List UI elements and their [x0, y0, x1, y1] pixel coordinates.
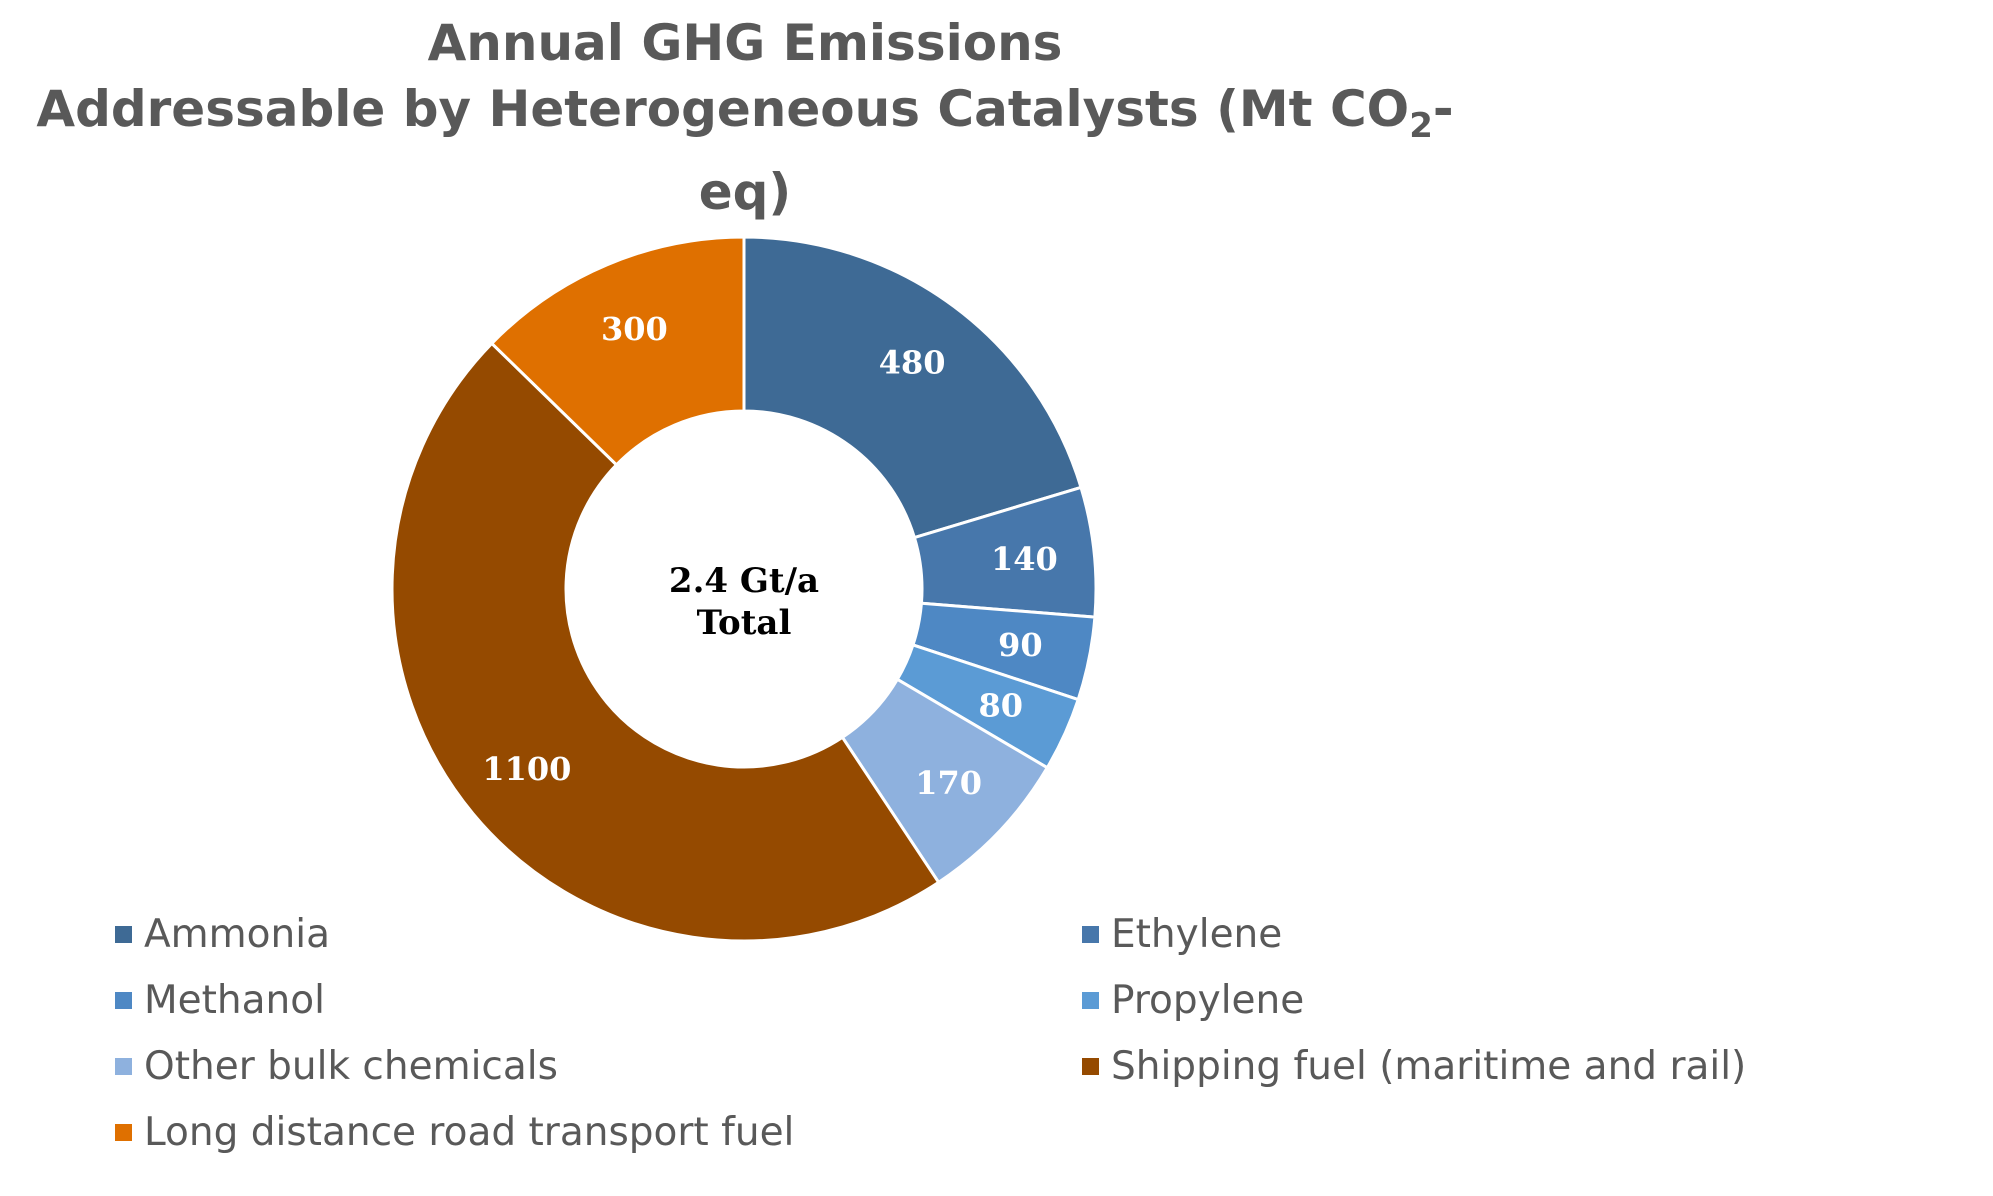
- legend-item-long-distance-road-transport-fuel: Long distance road transport fuel: [115, 1107, 794, 1157]
- legend-label: Ethylene: [1111, 911, 1283, 957]
- chart-title-line-2-suffix: -eq): [698, 80, 1454, 221]
- slice-value-label-propylene: 80: [979, 687, 1024, 725]
- center-label-line-1: 2.4 Gt/a: [669, 561, 819, 601]
- legend-label: Shipping fuel (maritime and rail): [1111, 1043, 1747, 1089]
- legend-label: Other bulk chemicals: [144, 1043, 558, 1089]
- legend-item-other-bulk-chemicals: Other bulk chemicals: [115, 1041, 558, 1091]
- legend-item-ammonia: Ammonia: [115, 909, 330, 959]
- slice-ammonia: [742, 235, 1083, 540]
- chart-title-subscript: 2: [1409, 106, 1433, 146]
- legend-item-propylene: Propylene: [1082, 975, 1304, 1025]
- legend-label: Long distance road transport fuel: [144, 1109, 795, 1155]
- legend-item-ethylene: Ethylene: [1082, 909, 1282, 959]
- slice-value-label-shipping-fuel-maritime-and-rail: 1100: [482, 750, 571, 788]
- chart-title-line-2-prefix: Addressable by Heterogeneous Catalysts (…: [36, 80, 1410, 138]
- legend-label: Ammonia: [144, 911, 330, 957]
- legend-swatch: [1082, 1057, 1099, 1075]
- legend-swatch: [115, 925, 132, 943]
- chart-title-line-1: Annual GHG Emissions: [427, 14, 1063, 72]
- slice-value-label-ammonia: 480: [879, 344, 946, 382]
- legend-swatch: [1082, 925, 1099, 943]
- slice-value-label-ethylene: 140: [991, 540, 1058, 578]
- legend-label: Methanol: [144, 977, 325, 1023]
- donut-slice-labels: 480 140 90 80 170 1100 300: [482, 310, 1057, 802]
- donut-slices: [390, 235, 1098, 943]
- slice-value-label-other-bulk-chemicals: 170: [915, 764, 982, 802]
- legend-swatch: [115, 991, 132, 1009]
- legend-label: Propylene: [1111, 977, 1305, 1023]
- slice-value-label-methanol: 90: [998, 626, 1043, 664]
- legend-swatch: [115, 1123, 132, 1141]
- center-label-line-2: Total: [697, 603, 792, 643]
- slice-shipping-fuel-maritime-and-rail: [390, 341, 941, 943]
- legend-item-shipping-fuel-maritime-and-rail: Shipping fuel (maritime and rail): [1082, 1041, 1746, 1091]
- slice-value-label-long-distance-road-transport-fuel: 300: [601, 310, 668, 348]
- legend-item-methanol: Methanol: [115, 975, 325, 1025]
- chart-title-line-2: Addressable by Heterogeneous Catalysts (…: [0, 76, 1490, 225]
- chart-title: Annual GHG Emissions Addressable by Hete…: [0, 10, 1490, 225]
- legend-swatch: [115, 1057, 132, 1075]
- slice-long-distance-road-transport-fuel: [489, 235, 746, 467]
- legend-swatch: [1082, 991, 1099, 1009]
